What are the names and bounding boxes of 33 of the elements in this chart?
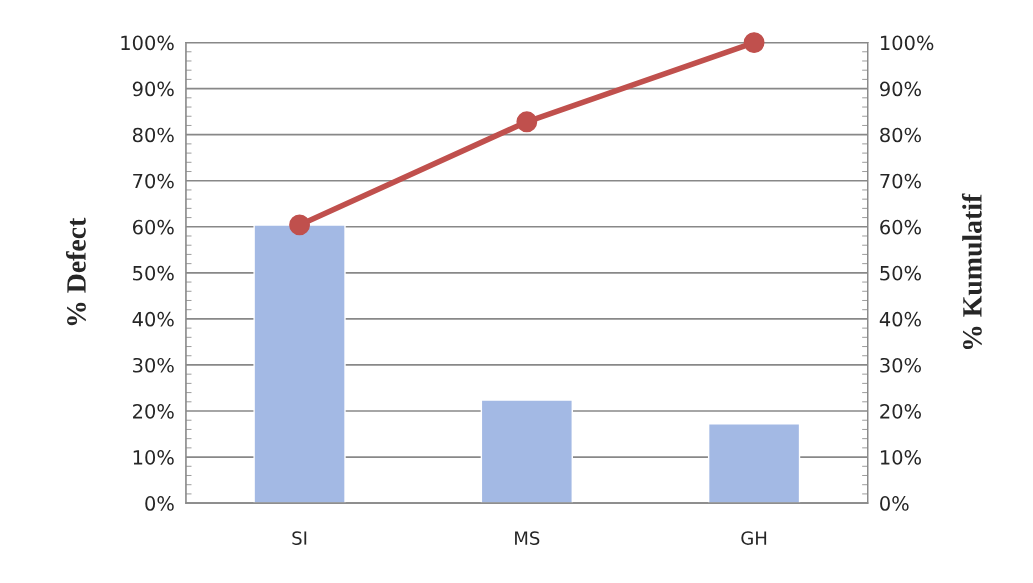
- x-tick-label: MS: [515, 531, 540, 545]
- y2-tick-label: 40%: [879, 311, 921, 327]
- point: [289, 214, 310, 236]
- x-tick-label: GH: [741, 531, 767, 545]
- y-tick-label: 70%: [133, 173, 174, 189]
- y2-tick-label: 60%: [880, 219, 921, 235]
- y-tick-label: 60%: [132, 219, 174, 235]
- bar: [253, 224, 346, 504]
- point: [743, 32, 765, 53]
- y-tick-label: 10%: [133, 450, 174, 465]
- y2-tick-label: 10%: [880, 450, 921, 465]
- y-tick-label: 40%: [132, 311, 174, 327]
- x-tick-label: SI: [292, 531, 307, 545]
- y2-tick-label: 90%: [880, 81, 921, 97]
- bar: [707, 423, 801, 504]
- y2-tick-label: 70%: [880, 173, 921, 189]
- y-tick-label: 100%: [121, 35, 174, 51]
- y2-tick-label: 80%: [880, 127, 921, 143]
- point: [516, 111, 538, 133]
- y2-tick-label: 20%: [880, 403, 921, 419]
- y-tick-label: 50%: [133, 265, 174, 281]
- y-tick-label: 20%: [133, 403, 174, 419]
- y2-tick-label: 50%: [880, 265, 921, 281]
- y-tick-label: 0%: [145, 496, 174, 511]
- y2-tick-label: 100%: [880, 35, 934, 51]
- y-tick-label: 90%: [132, 81, 174, 97]
- bar: [480, 399, 573, 504]
- y-tick-label: 30%: [133, 357, 174, 373]
- y2-tick-label: 0%: [880, 496, 909, 511]
- y2-tick-label: 30%: [880, 357, 921, 373]
- y-axis-title: % Defect: [65, 217, 86, 326]
- y2-axis-title: % Kumulatif: [961, 193, 982, 350]
- y-tick-label: 80%: [132, 127, 174, 143]
